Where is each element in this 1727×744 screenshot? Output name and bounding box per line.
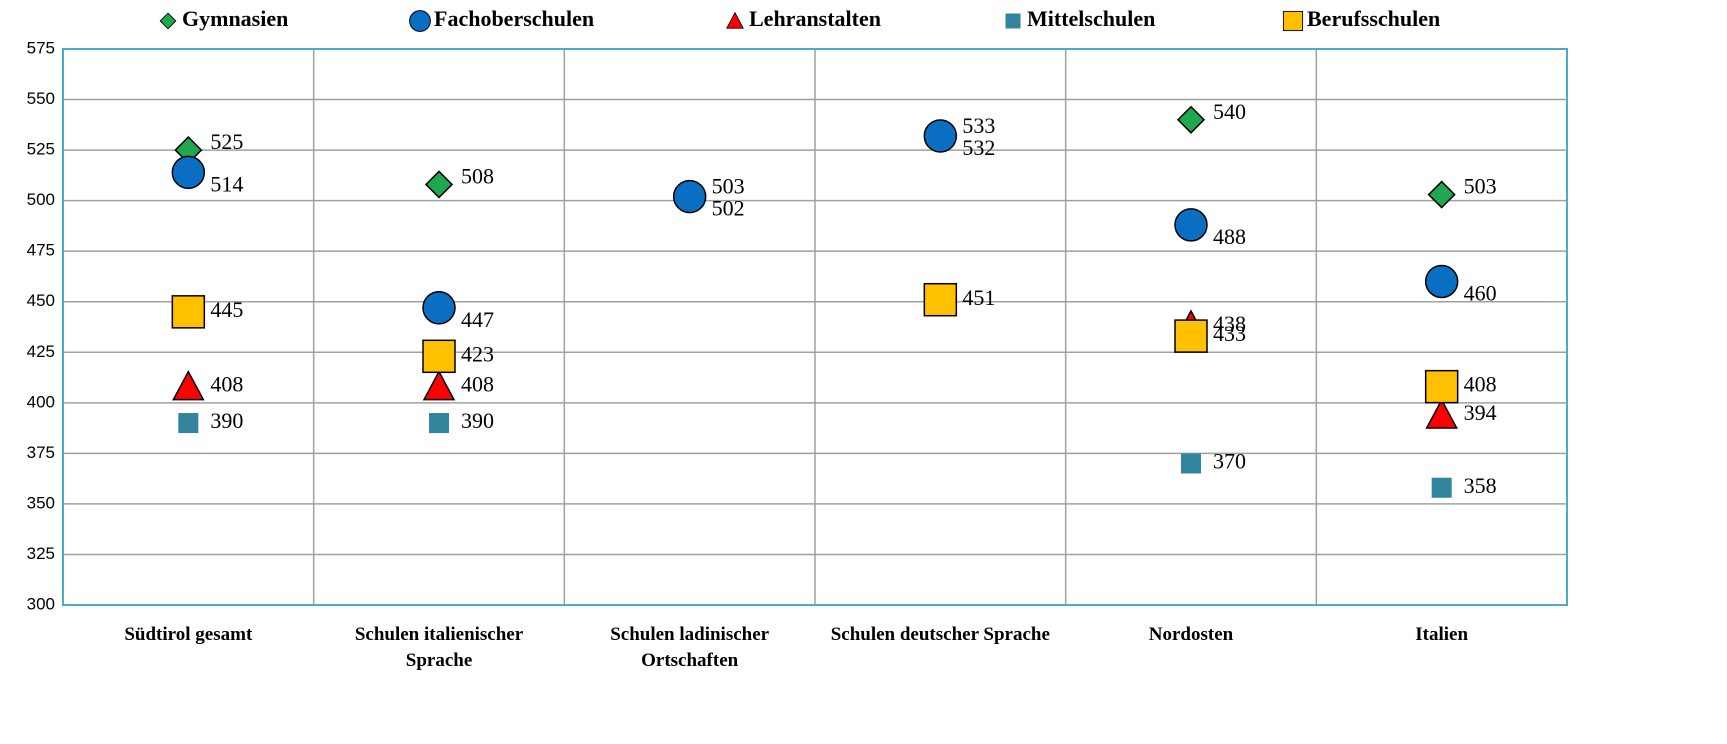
- data-point: [923, 282, 958, 317]
- data-label: 370: [1213, 449, 1246, 474]
- data-label: 460: [1464, 281, 1497, 306]
- data-point: [1424, 264, 1459, 299]
- data-point: [1174, 208, 1208, 242]
- data-point: [178, 413, 199, 434]
- y-tick-label: 300: [27, 594, 55, 613]
- y-tick-label: 425: [27, 342, 55, 361]
- y-tick-label: 525: [27, 140, 55, 159]
- data-point: [1181, 453, 1201, 474]
- data-point: [672, 179, 707, 214]
- data-label: 445: [210, 297, 243, 322]
- data-point: [422, 370, 456, 401]
- x-tick-label: Schulen ladinischer Ortschaften: [610, 624, 770, 671]
- data-point: [1427, 180, 1456, 209]
- data-label: 447: [461, 307, 494, 332]
- y-tick-label: 475: [27, 241, 55, 260]
- y-tick-label: 500: [27, 190, 55, 209]
- data-label: 423: [461, 341, 494, 366]
- y-tick-label: 575: [27, 38, 55, 57]
- data-label: 451: [962, 285, 995, 310]
- data-label: 532: [962, 135, 995, 160]
- data-point: [422, 291, 456, 325]
- data-point: [1174, 319, 1208, 353]
- data-label: 533: [962, 113, 995, 138]
- legend-marker: [726, 11, 744, 29]
- legend-label: Lehranstalten: [749, 6, 881, 31]
- data-point: [424, 170, 454, 199]
- legend-marker: [409, 10, 431, 32]
- data-point: [171, 295, 206, 329]
- data-label: 408: [1464, 372, 1497, 397]
- data-label: 390: [461, 408, 494, 433]
- x-tick-label: Nordosten: [1148, 624, 1234, 645]
- data-label: 503: [712, 174, 745, 199]
- data-label: 525: [210, 129, 243, 154]
- plot-frame: [62, 48, 1568, 606]
- x-tick-label: Schulen italienischer Sprache: [354, 624, 524, 671]
- data-label: 390: [210, 408, 243, 433]
- data-label: 438: [1213, 311, 1246, 336]
- legend-label: Gymnasien: [182, 6, 288, 31]
- x-tick-label: Südtirol gesamt: [124, 624, 253, 645]
- y-tick-label: 350: [27, 493, 55, 512]
- y-tick-label: 400: [27, 392, 55, 411]
- data-label: 433: [1213, 321, 1246, 346]
- legend-marker: [1005, 13, 1021, 29]
- y-tick-label: 375: [27, 443, 55, 462]
- data-label: 503: [1464, 174, 1497, 199]
- data-label: 394: [1464, 400, 1497, 425]
- y-tick-label: 325: [27, 544, 55, 563]
- legend-label: Berufsschulen: [1307, 6, 1440, 31]
- data-label: 502: [712, 196, 745, 221]
- legend-marker: [1282, 10, 1304, 32]
- data-label: 408: [210, 372, 243, 397]
- legend-label: Fachoberschulen: [434, 6, 594, 31]
- x-tick-label: Italien: [1415, 624, 1469, 645]
- x-tick-label: Schulen deutscher Sprache: [830, 624, 1050, 645]
- data-point: [171, 155, 206, 190]
- data-point: [422, 339, 456, 374]
- data-point: [429, 413, 449, 434]
- data-point: [172, 370, 205, 401]
- data-label: 514: [210, 171, 243, 196]
- y-tick-label: 550: [27, 89, 55, 108]
- data-point: [1424, 369, 1459, 404]
- data-label: 540: [1213, 99, 1246, 124]
- data-point: [1176, 105, 1206, 134]
- data-point: [923, 119, 958, 153]
- legend-marker: [159, 12, 177, 30]
- data-point: [1431, 477, 1452, 498]
- data-label: 358: [1464, 473, 1497, 498]
- y-tick-label: 450: [27, 291, 55, 310]
- data-label: 488: [1213, 224, 1246, 249]
- data-point: [1425, 398, 1458, 429]
- data-label: 508: [461, 164, 494, 189]
- legend-label: Mittelschulen: [1027, 6, 1155, 31]
- data-label: 408: [461, 372, 494, 397]
